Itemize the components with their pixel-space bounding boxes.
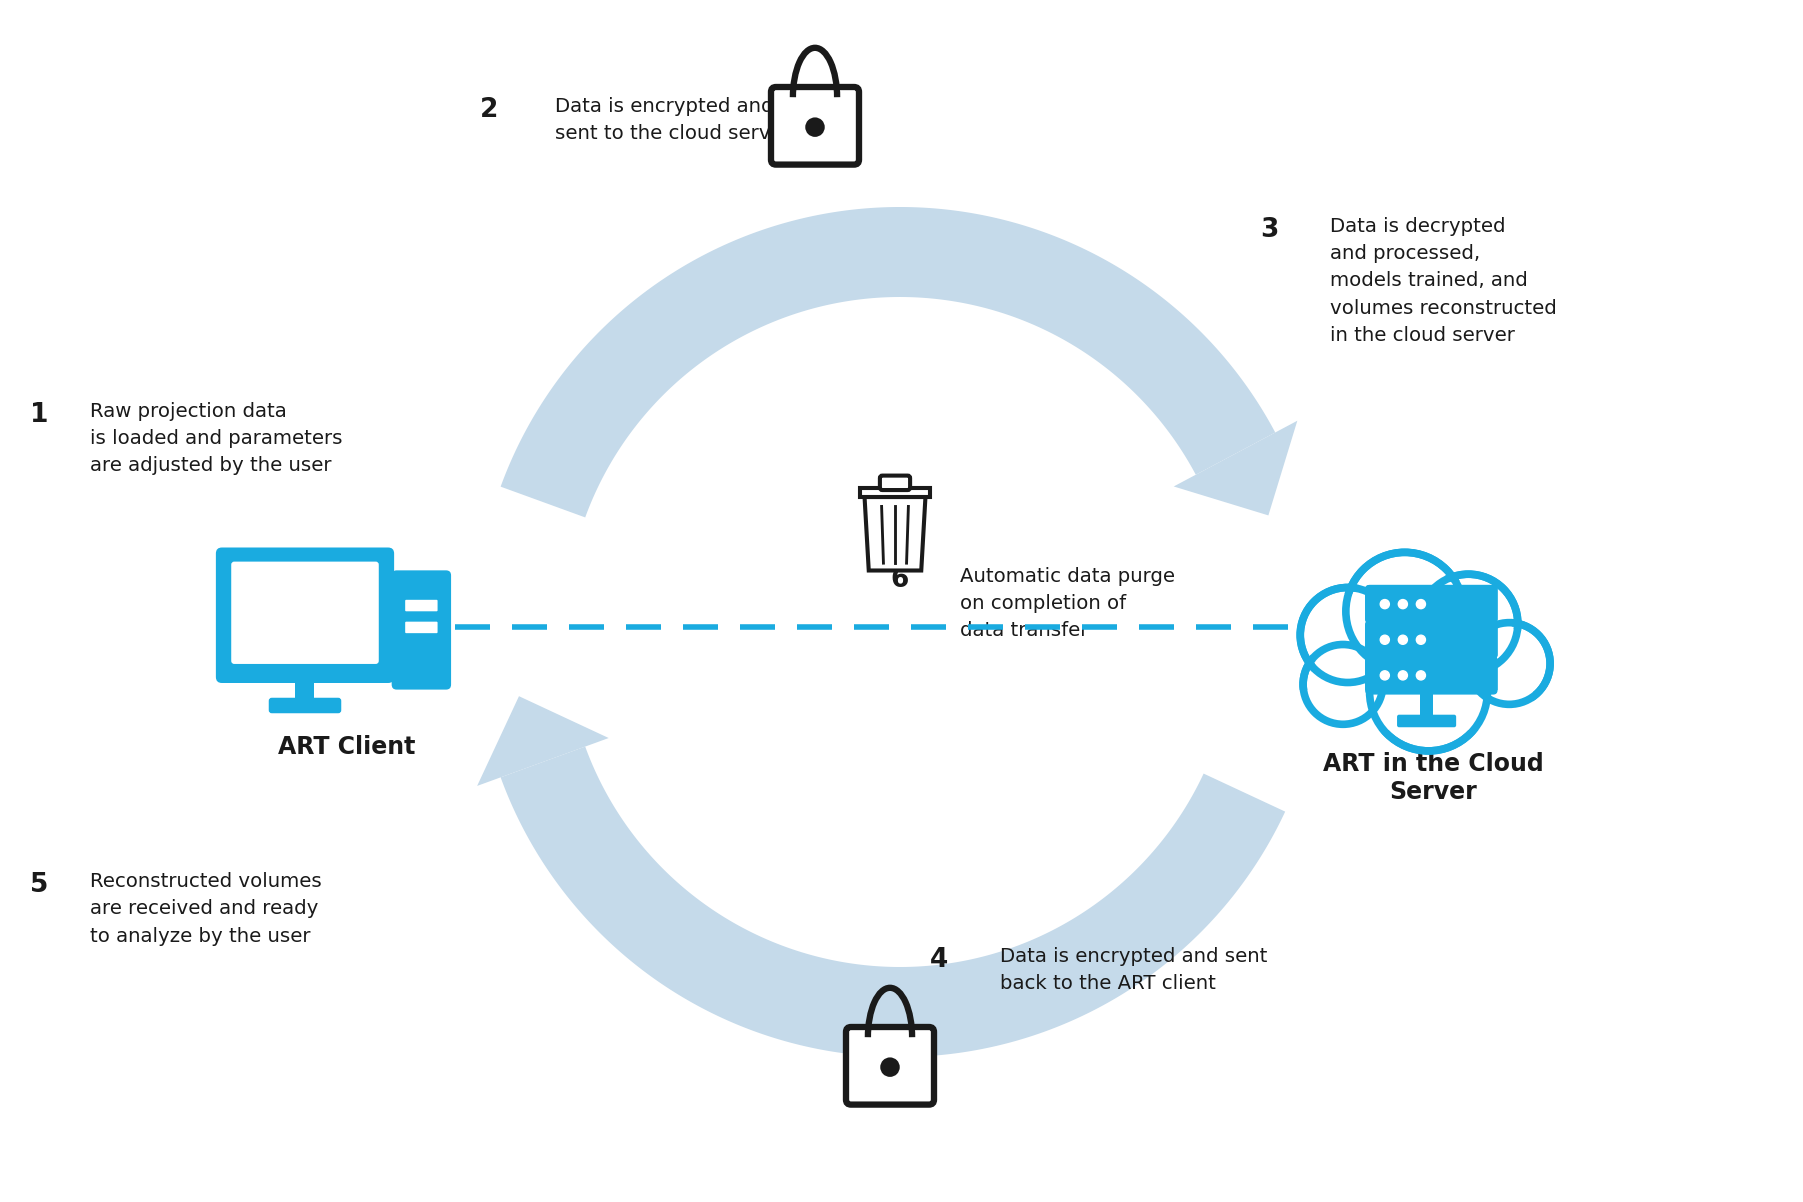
FancyBboxPatch shape	[772, 87, 858, 165]
Circle shape	[1381, 671, 1390, 680]
Circle shape	[1417, 600, 1426, 608]
Text: 1: 1	[31, 401, 49, 428]
Bar	[1286, 690, 1533, 731]
FancyBboxPatch shape	[880, 476, 911, 490]
Circle shape	[1345, 553, 1464, 671]
FancyBboxPatch shape	[406, 621, 438, 633]
FancyBboxPatch shape	[846, 1027, 934, 1105]
FancyBboxPatch shape	[1365, 656, 1498, 695]
Circle shape	[1399, 635, 1408, 644]
FancyBboxPatch shape	[1397, 715, 1457, 727]
Circle shape	[1399, 600, 1408, 608]
Text: 3: 3	[1260, 218, 1278, 243]
Circle shape	[1376, 639, 1480, 744]
Circle shape	[1381, 671, 1390, 680]
Circle shape	[1426, 581, 1511, 666]
Circle shape	[1399, 635, 1408, 644]
FancyBboxPatch shape	[1365, 620, 1498, 659]
Circle shape	[806, 118, 824, 137]
Circle shape	[1307, 594, 1388, 676]
Circle shape	[1352, 559, 1457, 664]
Circle shape	[1475, 630, 1543, 697]
Circle shape	[1399, 671, 1408, 680]
Polygon shape	[501, 207, 1275, 517]
FancyBboxPatch shape	[1365, 620, 1498, 659]
Bar	[1421, 689, 1433, 716]
Circle shape	[1304, 644, 1383, 725]
Polygon shape	[865, 496, 925, 571]
FancyBboxPatch shape	[1365, 656, 1498, 695]
Bar	[1421, 689, 1433, 716]
Circle shape	[1356, 585, 1493, 722]
Text: Data is encrypted and sent
back to the ART client: Data is encrypted and sent back to the A…	[1001, 947, 1268, 993]
FancyBboxPatch shape	[406, 600, 438, 612]
FancyBboxPatch shape	[1365, 585, 1498, 624]
Text: Automatic data purge
on completion of
data transfer: Automatic data purge on completion of da…	[959, 567, 1176, 641]
Circle shape	[1468, 623, 1551, 704]
Text: 4: 4	[930, 947, 948, 972]
FancyBboxPatch shape	[231, 561, 379, 664]
Text: Data is decrypted
and processed,
models trained, and
volumes reconstructed
in th: Data is decrypted and processed, models …	[1331, 218, 1556, 345]
Circle shape	[1359, 590, 1487, 718]
Circle shape	[1399, 600, 1408, 608]
Bar	[860, 488, 930, 496]
FancyBboxPatch shape	[391, 571, 451, 690]
Circle shape	[1417, 600, 1426, 608]
FancyBboxPatch shape	[216, 547, 395, 683]
Circle shape	[1417, 635, 1426, 644]
Polygon shape	[478, 696, 609, 786]
Text: 2: 2	[480, 97, 498, 123]
Bar	[296, 676, 314, 701]
Polygon shape	[1174, 421, 1298, 516]
Circle shape	[1417, 671, 1426, 680]
Polygon shape	[501, 746, 1286, 1057]
Circle shape	[1309, 651, 1376, 718]
FancyBboxPatch shape	[1397, 715, 1457, 727]
Circle shape	[1417, 635, 1426, 644]
Text: Data is encrypted and
sent to the cloud server: Data is encrypted and sent to the cloud …	[555, 97, 792, 143]
FancyBboxPatch shape	[1365, 585, 1498, 624]
Circle shape	[1300, 588, 1396, 683]
Text: 5: 5	[31, 871, 49, 898]
Circle shape	[1419, 575, 1518, 673]
Circle shape	[1381, 635, 1390, 644]
Circle shape	[880, 1058, 900, 1077]
FancyBboxPatch shape	[269, 697, 341, 713]
Circle shape	[1399, 671, 1408, 680]
Circle shape	[1381, 600, 1390, 608]
Text: 6: 6	[891, 567, 909, 593]
Text: Raw projection data
is loaded and parameters
are adjusted by the user: Raw projection data is loaded and parame…	[90, 401, 343, 476]
Text: ART Client: ART Client	[278, 734, 416, 758]
Circle shape	[1417, 671, 1426, 680]
Text: ART in the Cloud
Server: ART in the Cloud Server	[1323, 752, 1543, 804]
Circle shape	[1381, 635, 1390, 644]
Circle shape	[1370, 633, 1487, 751]
Circle shape	[1381, 600, 1390, 608]
Text: Reconstructed volumes
are received and ready
to analyze by the user: Reconstructed volumes are received and r…	[90, 871, 321, 946]
